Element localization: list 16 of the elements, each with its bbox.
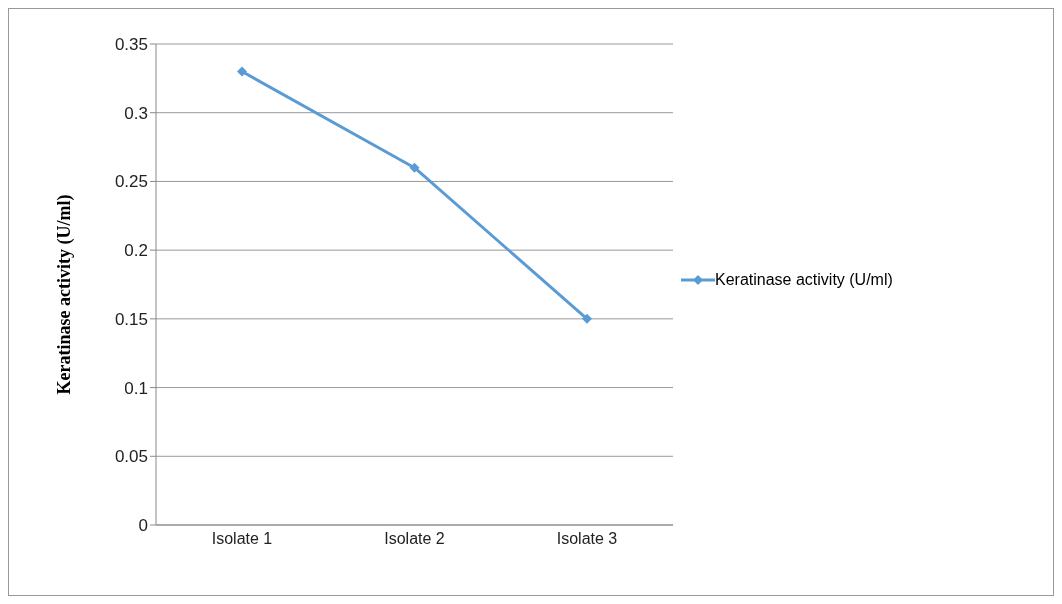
point xyxy=(237,66,247,77)
x-tick-label: Isolate 3 xyxy=(556,530,618,548)
legend-label: Keratinase activity (U/ml) xyxy=(715,271,893,289)
y-tick-label: 0.1 xyxy=(124,378,148,398)
y-tick-label: 0.2 xyxy=(124,241,148,261)
x-tick-label: Isolate 1 xyxy=(211,530,273,548)
point xyxy=(582,313,592,324)
x-tick-label: Isolate 2 xyxy=(384,530,445,548)
y-tick-label: 0.35 xyxy=(114,35,148,55)
y-tick-label: 0.25 xyxy=(114,172,148,192)
y-tick-label: 0.3 xyxy=(124,103,148,123)
y-tick-label: 0 xyxy=(138,516,148,536)
y-tick-label: 0.05 xyxy=(114,447,148,467)
y-axis-title: Keratinase activity (U/ml) xyxy=(54,194,76,395)
point xyxy=(409,162,420,173)
y-tick-label: 0.15 xyxy=(114,309,148,329)
